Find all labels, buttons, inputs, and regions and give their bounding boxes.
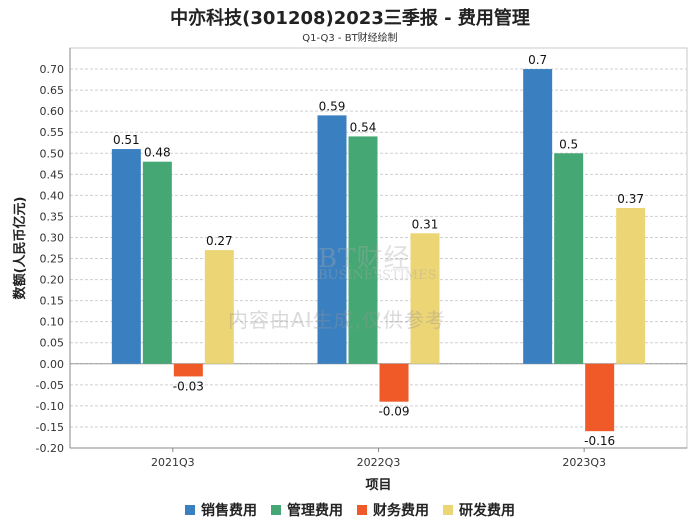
y-tick-label: 0.00 [40,358,65,371]
chart-title: 中亦科技(301208)2023三季报 - 费用管理 [170,8,530,29]
y-tick-label: 0.15 [40,295,65,308]
legend-swatch-3 [443,505,453,515]
legend-swatch-0 [185,505,195,515]
data-label: -0.16 [584,434,615,448]
y-tick-label: 0.20 [40,274,65,287]
y-tick-label: 0.25 [40,253,65,266]
x-tick-label: 2022Q3 [357,456,401,469]
legend-label: 财务费用 [373,503,429,519]
legend: 销售费用 管理费用 财务费用 研发费用 [0,500,700,520]
legend-label: 研发费用 [459,503,515,519]
legend-label: 管理费用 [287,503,343,519]
data-label: 0.48 [144,146,171,160]
y-tick-label: 0.10 [40,316,65,329]
legend-item: 财务费用 [357,500,429,520]
watermark-notice: 内容由AI生成,仅供参考 [228,308,446,332]
y-tick-label: 0.70 [40,63,65,76]
bar-2023Q3-2 [585,363,615,432]
legend-item: 管理费用 [271,500,343,520]
bar-2021Q3-0 [111,149,141,364]
legend-item: 研发费用 [443,500,515,520]
y-tick-label: 0.05 [40,337,65,350]
y-tick-label: -0.15 [36,421,64,434]
bar-2022Q3-0 [317,115,347,364]
data-label: 0.59 [319,99,346,113]
data-label: 0.7 [528,53,547,67]
bar-2023Q3-1 [554,153,584,364]
bar-2023Q3-3 [616,208,646,364]
bar-2021Q3-1 [142,161,172,364]
y-tick-label: 0.45 [40,168,65,181]
y-tick-label: 0.55 [40,126,65,139]
watermark-brand-en: BUSINESSTIMES [318,268,437,283]
bar-2022Q3-1 [348,136,378,364]
data-label: 0.5 [559,137,578,151]
data-label: 0.27 [206,234,233,248]
legend-swatch-2 [357,505,367,515]
chart-subtitle: Q1-Q3 - BT财经绘制 [302,33,398,44]
data-label: -0.09 [378,405,409,419]
data-label: 0.37 [617,192,644,206]
y-tick-label: 0.50 [40,147,65,160]
y-tick-label: -0.20 [36,442,64,455]
legend-item: 销售费用 [185,500,257,520]
y-tick-label: -0.10 [36,400,64,413]
data-label: -0.03 [173,379,204,393]
y-tick-label: 0.60 [40,105,65,118]
y-tick-label: 0.40 [40,189,65,202]
watermark-brand: BT财经 [318,244,411,274]
legend-swatch-1 [271,505,281,515]
y-tick-label: -0.05 [36,379,64,392]
bar-2022Q3-2 [379,363,409,402]
y-axis-title: 数额(人民币亿元) [12,197,28,300]
x-tick-label: 2023Q3 [562,456,606,469]
data-label: 0.31 [412,217,439,231]
y-tick-label: 0.65 [40,84,65,97]
bar-2023Q3-0 [523,69,553,364]
data-label: 0.51 [113,133,140,147]
x-tick-label: 2021Q3 [151,456,195,469]
bar-2021Q3-2 [173,363,203,377]
legend-label: 销售费用 [201,503,257,519]
y-tick-label: 0.30 [40,231,65,244]
data-label: 0.54 [350,120,377,134]
bar-2022Q3-3 [410,233,440,364]
bar-2021Q3-3 [204,250,234,364]
y-tick-label: 0.35 [40,210,65,223]
x-axis-title: 项目 [365,478,391,493]
